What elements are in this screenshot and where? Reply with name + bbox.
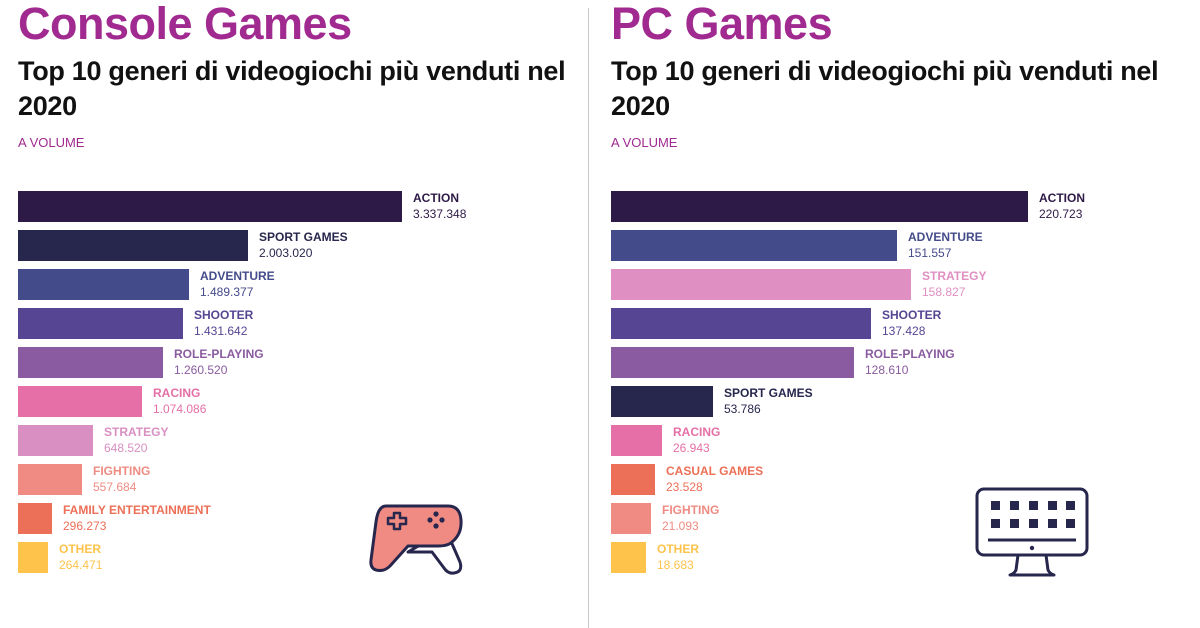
pc-bar-chart: ACTION 220.723 ADVENTURE 151.557 STRATEGY 158… bbox=[593, 0, 1200, 628]
bar-other bbox=[18, 542, 48, 573]
value-label: 264.471 bbox=[59, 558, 103, 572]
monitor-icon bbox=[975, 487, 1089, 577]
value-label: 158.827 bbox=[922, 285, 966, 299]
bar-family-entertainment bbox=[18, 503, 52, 534]
chart-subtitle: Top 10 generi di videogiochi più venduti… bbox=[18, 56, 566, 121]
bar-strategy bbox=[18, 425, 93, 456]
bar-shooter bbox=[611, 308, 871, 339]
category-label: STRATEGY bbox=[922, 269, 987, 283]
bar-label: ACTION 3.337.348 bbox=[413, 190, 466, 222]
bar-label: FIGHTING 557.684 bbox=[93, 463, 150, 495]
category-label: ADVENTURE bbox=[908, 230, 983, 244]
value-label: 220.723 bbox=[1039, 207, 1083, 221]
bar-adventure bbox=[18, 269, 189, 300]
category-label: RACING bbox=[153, 386, 201, 400]
pc-games-panel: PC Games Top 10 generi di videogiochi pi… bbox=[593, 0, 1200, 628]
category-label: FAMILY ENTERTAINMENT bbox=[63, 503, 211, 517]
bar-label: SHOOTER 137.428 bbox=[882, 307, 941, 339]
bar-label: STRATEGY 648.520 bbox=[104, 424, 168, 456]
bar-fighting bbox=[611, 503, 651, 534]
unit-label: A VOLUME bbox=[18, 135, 85, 150]
bar-label: CASUAL GAMES 23.528 bbox=[666, 463, 763, 495]
value-label: 1.489.377 bbox=[200, 285, 254, 299]
bar-fighting bbox=[18, 464, 82, 495]
bar-label: ROLE-PLAYING 1.260.520 bbox=[174, 346, 264, 378]
bar-label: OTHER 18.683 bbox=[657, 541, 699, 573]
value-label: 1.431.642 bbox=[194, 324, 248, 338]
value-label: 128.610 bbox=[865, 363, 909, 377]
bar-label: FIGHTING 21.093 bbox=[662, 502, 719, 534]
bar-action bbox=[18, 191, 402, 222]
bar-label: SHOOTER 1.431.642 bbox=[194, 307, 253, 339]
value-label: 21.093 bbox=[662, 519, 699, 533]
value-label: 1.074.086 bbox=[153, 402, 207, 416]
value-label: 296.273 bbox=[63, 519, 107, 533]
chart-title: PC Games bbox=[611, 0, 833, 49]
chart-subtitle: Top 10 generi di videogiochi più venduti… bbox=[611, 56, 1159, 121]
chart-title: Console Games bbox=[18, 0, 352, 49]
bar-label: SPORT GAMES 2.003.020 bbox=[259, 229, 348, 261]
category-label: ADVENTURE bbox=[200, 269, 275, 283]
bar-action bbox=[611, 191, 1028, 222]
category-label: ACTION bbox=[1039, 191, 1085, 205]
value-label: 26.943 bbox=[673, 441, 710, 455]
bar-casual-games bbox=[611, 464, 655, 495]
bar-label: ADVENTURE 151.557 bbox=[908, 229, 983, 261]
value-label: 1.260.520 bbox=[174, 363, 228, 377]
value-label: 18.683 bbox=[657, 558, 694, 572]
bar-other bbox=[611, 542, 646, 573]
category-label: ACTION bbox=[413, 191, 459, 205]
bar-role-playing bbox=[18, 347, 163, 378]
bar-role-playing bbox=[611, 347, 854, 378]
bar-label: FAMILY ENTERTAINMENT 296.273 bbox=[63, 502, 211, 534]
bar-strategy bbox=[611, 269, 911, 300]
bar-label: OTHER 264.471 bbox=[59, 541, 102, 573]
bar-label: ROLE-PLAYING 128.610 bbox=[865, 346, 955, 378]
category-label: ROLE-PLAYING bbox=[865, 347, 955, 361]
value-label: 648.520 bbox=[104, 441, 148, 455]
category-label: OTHER bbox=[657, 542, 699, 556]
value-label: 2.003.020 bbox=[259, 246, 313, 260]
bar-sport-games bbox=[611, 386, 713, 417]
category-label: SHOOTER bbox=[194, 308, 254, 322]
category-label: STRATEGY bbox=[104, 425, 169, 439]
category-label: SHOOTER bbox=[882, 308, 942, 322]
category-label: CASUAL GAMES bbox=[666, 464, 764, 478]
category-label: FIGHTING bbox=[93, 464, 151, 478]
value-label: 23.528 bbox=[666, 480, 703, 494]
category-label: ROLE-PLAYING bbox=[174, 347, 264, 361]
gamepad-icon bbox=[369, 504, 463, 575]
bar-shooter bbox=[18, 308, 183, 339]
category-label: FIGHTING bbox=[662, 503, 720, 517]
console-bar-chart: ACTION 3.337.348 SPORT GAMES 2.003.020 ADVEN… bbox=[0, 0, 588, 628]
value-label: 151.557 bbox=[908, 246, 952, 260]
bar-sport-games bbox=[18, 230, 248, 261]
bar-label: SPORT GAMES 53.786 bbox=[724, 385, 813, 417]
bar-label: ACTION 220.723 bbox=[1039, 190, 1085, 222]
bar-label: STRATEGY 158.827 bbox=[922, 268, 986, 300]
console-games-panel: Console Games Top 10 generi di videogioc… bbox=[0, 0, 588, 628]
bar-racing bbox=[18, 386, 142, 417]
panel-divider bbox=[588, 8, 589, 628]
bar-label: RACING 26.943 bbox=[673, 424, 720, 456]
value-label: 53.786 bbox=[724, 402, 761, 416]
bar-racing bbox=[611, 425, 662, 456]
bar-label: ADVENTURE 1.489.377 bbox=[200, 268, 275, 300]
category-label: SPORT GAMES bbox=[259, 230, 348, 244]
value-label: 3.337.348 bbox=[413, 207, 467, 221]
value-label: 137.428 bbox=[882, 324, 926, 338]
bar-label: RACING 1.074.086 bbox=[153, 385, 206, 417]
category-label: SPORT GAMES bbox=[724, 386, 813, 400]
value-label: 557.684 bbox=[93, 480, 137, 494]
unit-label: A VOLUME bbox=[611, 135, 678, 150]
category-label: RACING bbox=[673, 425, 721, 439]
bar-adventure bbox=[611, 230, 897, 261]
category-label: OTHER bbox=[59, 542, 101, 556]
